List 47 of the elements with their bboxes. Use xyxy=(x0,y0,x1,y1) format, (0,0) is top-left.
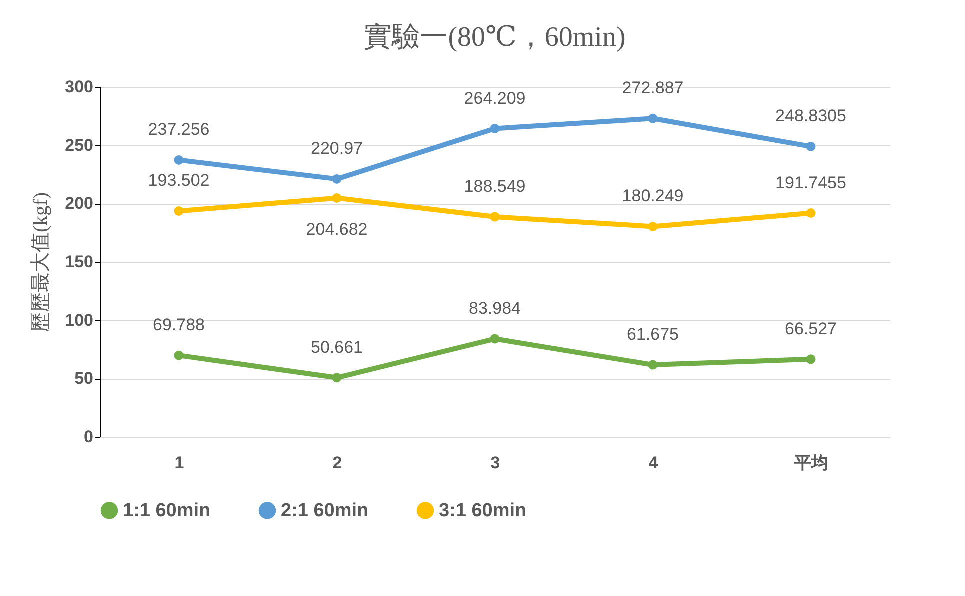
data-label: 248.8305 xyxy=(776,106,846,126)
data-label: 272.887 xyxy=(622,78,684,98)
data-label: 191.7455 xyxy=(776,173,846,192)
y-tick-label: 300 xyxy=(65,78,94,96)
data-label: 237.256 xyxy=(148,120,210,140)
data-label: 66.527 xyxy=(785,319,837,338)
point xyxy=(174,206,184,216)
y-axis-title: 歷歷最大值(kgf) xyxy=(30,192,52,332)
point xyxy=(806,142,816,152)
data-label: 50.661 xyxy=(311,338,363,357)
y-tick-label: 50 xyxy=(74,369,94,388)
legend-label: 2:1 60min xyxy=(281,500,369,522)
point xyxy=(648,360,658,370)
y-tick-label: 0 xyxy=(84,428,94,446)
y-tick-label: 200 xyxy=(65,194,94,214)
data-label: 220.97 xyxy=(311,139,363,158)
data-label: 61.675 xyxy=(627,325,679,344)
point xyxy=(648,114,658,124)
data-label: 188.549 xyxy=(464,177,526,196)
data-label: 204.682 xyxy=(306,220,368,240)
x-tick-label: 4 xyxy=(648,454,659,472)
chart-title: 實驗一(80℃，60min) xyxy=(364,22,626,53)
point xyxy=(332,373,342,383)
point xyxy=(806,208,816,218)
point xyxy=(174,155,184,165)
point xyxy=(332,174,342,184)
y-tick-label: 150 xyxy=(65,252,94,272)
point xyxy=(490,212,500,222)
data-label: 180.249 xyxy=(622,186,684,206)
point xyxy=(806,354,816,364)
y-tick-label: 250 xyxy=(65,136,94,155)
x-tick-label: 平均 xyxy=(794,454,828,472)
x-tick-label: 3 xyxy=(490,454,500,472)
data-label: 193.502 xyxy=(148,171,210,190)
point xyxy=(174,350,184,360)
data-label: 264.209 xyxy=(464,88,526,108)
point xyxy=(332,193,342,203)
x-tick-label: 2 xyxy=(332,454,342,472)
legend-label: 3:1 60min xyxy=(439,500,527,522)
point xyxy=(490,334,500,344)
legend-label: 1:1 60min xyxy=(123,500,211,522)
x-tick-label: 1 xyxy=(174,454,184,472)
y-tick-label: 100 xyxy=(65,310,94,330)
point xyxy=(490,124,500,134)
point xyxy=(648,222,658,232)
data-label: 83.984 xyxy=(469,299,521,318)
data-label: 69.788 xyxy=(153,316,205,335)
